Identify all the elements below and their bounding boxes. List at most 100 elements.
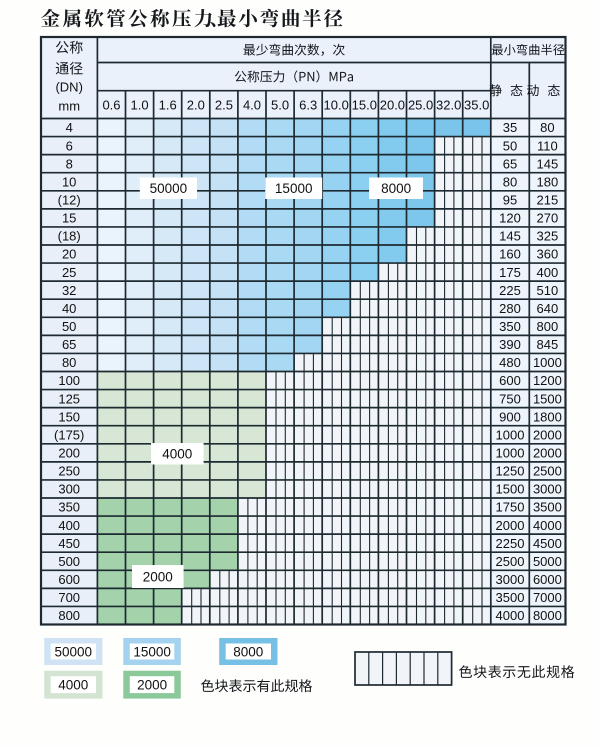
svg-text:4000: 4000: [162, 447, 192, 462]
svg-text:510: 510: [537, 283, 559, 298]
svg-text:32: 32: [62, 283, 76, 298]
svg-text:4.0: 4.0: [243, 97, 261, 112]
svg-text:400: 400: [58, 518, 80, 533]
svg-text:390: 390: [499, 337, 521, 352]
svg-text:95: 95: [503, 193, 517, 208]
svg-text:25: 25: [62, 265, 76, 280]
svg-text:350: 350: [499, 319, 521, 334]
svg-text:1250: 1250: [496, 464, 525, 479]
svg-text:300: 300: [58, 482, 80, 497]
svg-text:20: 20: [62, 247, 76, 262]
svg-text:145: 145: [537, 156, 559, 171]
svg-text:120: 120: [499, 211, 521, 226]
svg-text:2000: 2000: [143, 569, 173, 584]
svg-text:1.0: 1.0: [131, 97, 149, 112]
svg-text:1800: 1800: [533, 409, 562, 424]
svg-text:480: 480: [499, 355, 521, 370]
svg-text:mm: mm: [58, 99, 80, 114]
svg-text:8000: 8000: [233, 644, 263, 659]
svg-text:1.6: 1.6: [159, 97, 177, 112]
svg-text:8000: 8000: [533, 608, 562, 623]
svg-text:15: 15: [62, 211, 76, 226]
svg-text:2000: 2000: [533, 427, 562, 442]
svg-text:65: 65: [503, 156, 517, 171]
svg-text:3500: 3500: [533, 500, 562, 515]
svg-text:80: 80: [62, 355, 76, 370]
svg-text:0.6: 0.6: [102, 97, 120, 112]
svg-text:150: 150: [58, 409, 80, 424]
svg-text:10: 10: [62, 174, 76, 189]
svg-text:1000: 1000: [496, 446, 525, 461]
svg-text:110: 110: [537, 138, 558, 153]
svg-text:80: 80: [503, 174, 517, 189]
svg-text:35.0: 35.0: [464, 97, 489, 112]
svg-text:175: 175: [499, 265, 521, 280]
svg-text:1000: 1000: [496, 427, 525, 442]
svg-text:2000: 2000: [496, 518, 525, 533]
svg-text:750: 750: [499, 391, 521, 406]
svg-text:6.3: 6.3: [299, 97, 317, 112]
svg-text:25.0: 25.0: [408, 97, 433, 112]
svg-text:100: 100: [58, 373, 80, 388]
svg-text:145: 145: [499, 229, 521, 244]
svg-text:(12): (12): [58, 193, 81, 208]
svg-text:800: 800: [58, 608, 80, 623]
svg-text:600: 600: [499, 373, 521, 388]
svg-text:160: 160: [499, 247, 521, 262]
svg-text:280: 280: [499, 301, 521, 316]
svg-text:250: 250: [58, 464, 80, 479]
svg-text:325: 325: [537, 229, 559, 244]
svg-text:2.5: 2.5: [215, 97, 233, 112]
svg-text:1750: 1750: [496, 500, 525, 515]
svg-text:900: 900: [499, 409, 521, 424]
svg-text:3000: 3000: [496, 572, 525, 587]
svg-text:270: 270: [537, 211, 559, 226]
svg-text:1500: 1500: [496, 482, 525, 497]
svg-text:10.0: 10.0: [324, 97, 349, 112]
svg-text:65: 65: [62, 337, 76, 352]
svg-text:2000: 2000: [137, 678, 167, 693]
svg-text:215: 215: [537, 193, 559, 208]
svg-text:4500: 4500: [533, 536, 562, 551]
svg-text:7000: 7000: [533, 590, 562, 605]
svg-text:4000: 4000: [58, 678, 88, 693]
svg-text:360: 360: [537, 247, 559, 262]
svg-text:40: 40: [62, 301, 76, 316]
svg-text:640: 640: [537, 301, 559, 316]
svg-text:500: 500: [58, 554, 80, 569]
svg-text:350: 350: [58, 500, 80, 515]
svg-text:450: 450: [58, 536, 80, 551]
svg-text:2000: 2000: [533, 446, 562, 461]
svg-text:50: 50: [62, 319, 76, 334]
svg-text:(DN): (DN): [55, 80, 82, 95]
svg-text:(18): (18): [58, 229, 81, 244]
svg-text:5000: 5000: [533, 554, 562, 569]
svg-text:6000: 6000: [533, 572, 562, 587]
svg-text:2.0: 2.0: [187, 97, 205, 112]
svg-text:2500: 2500: [496, 554, 525, 569]
svg-text:(175): (175): [54, 427, 84, 442]
svg-text:800: 800: [537, 319, 559, 334]
svg-text:32.0: 32.0: [436, 97, 461, 112]
svg-text:1500: 1500: [533, 391, 562, 406]
svg-text:5.0: 5.0: [271, 97, 289, 112]
svg-text:50000: 50000: [55, 644, 93, 659]
svg-text:35: 35: [503, 120, 517, 135]
svg-text:50: 50: [503, 138, 517, 153]
svg-text:50000: 50000: [150, 181, 188, 196]
svg-text:4: 4: [66, 120, 73, 135]
svg-text:2500: 2500: [533, 464, 562, 479]
svg-text:15000: 15000: [133, 644, 171, 659]
svg-text:600: 600: [58, 572, 80, 587]
svg-text:200: 200: [58, 446, 80, 461]
svg-text:400: 400: [537, 265, 559, 280]
svg-text:15000: 15000: [275, 181, 313, 196]
svg-text:1200: 1200: [533, 373, 562, 388]
svg-text:125: 125: [58, 391, 80, 406]
svg-text:2250: 2250: [496, 536, 525, 551]
svg-text:20.0: 20.0: [380, 97, 405, 112]
svg-text:1000: 1000: [533, 355, 562, 370]
svg-text:845: 845: [537, 337, 559, 352]
svg-text:3000: 3000: [533, 482, 562, 497]
svg-text:15.0: 15.0: [352, 97, 377, 112]
